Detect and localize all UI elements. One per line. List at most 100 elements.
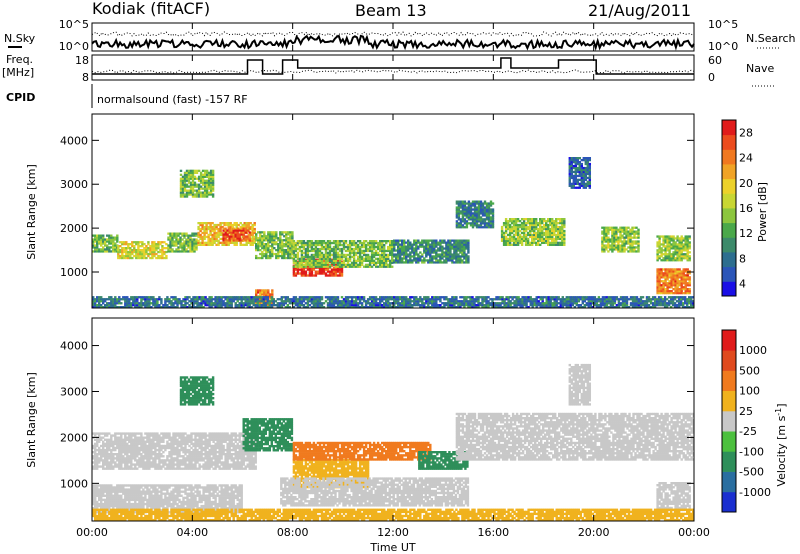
- heatmap-cell: [555, 222, 558, 225]
- heatmap-cell: [211, 187, 215, 190]
- heatmap-cell: [318, 241, 322, 245]
- heatmap-cell: [326, 243, 330, 247]
- heatmap-cell: [463, 251, 466, 254]
- heatmap-cell: [267, 237, 270, 240]
- heatmap-cell: [541, 237, 544, 241]
- heatmap-cell: [183, 185, 187, 188]
- heatmap-cell: [205, 243, 208, 246]
- heatmap-cell: [505, 306, 508, 308]
- heatmap-cell: [676, 280, 679, 283]
- heatmap-cell: [376, 261, 380, 264]
- heatmap-cell: [310, 245, 314, 249]
- heatmap-cell: [197, 177, 201, 180]
- heatmap-cell: [572, 157, 576, 160]
- heatmap-cell: [213, 227, 216, 231]
- heatmap-cell: [263, 235, 266, 238]
- heatmap-cell: [145, 245, 148, 248]
- heatmap-cell: [568, 182, 572, 185]
- heatmap-cell: [605, 228, 608, 231]
- heatmap-cell: [300, 270, 304, 273]
- heatmap-cell: [247, 222, 250, 225]
- heatmap-cell: [189, 250, 192, 253]
- heatmap-cell: [543, 302, 546, 305]
- heatmap-cell: [184, 302, 187, 305]
- heatmap-cell: [334, 302, 338, 305]
- heatmap-cell: [457, 247, 460, 250]
- heatmap-cell: [483, 298, 486, 301]
- heatmap-cell: [415, 304, 418, 307]
- heatmap-cell: [207, 233, 210, 237]
- heatmap-cell: [447, 251, 450, 254]
- heatmap-cell: [98, 296, 101, 299]
- heatmap-cell: [284, 300, 288, 303]
- heatmap-cell: [457, 208, 461, 211]
- heatmap-cell: [318, 296, 322, 299]
- heatmap-cell: [455, 257, 458, 260]
- heatmap-cell: [551, 225, 554, 229]
- heatmap-cell: [240, 296, 243, 299]
- heatmap-cell: [324, 243, 328, 247]
- heatmap-cell: [161, 247, 164, 250]
- heatmap-cell: [680, 241, 683, 244]
- heatmap-cell: [207, 193, 211, 196]
- heatmap-cell: [318, 300, 322, 303]
- heatmap-cell: [658, 249, 661, 252]
- heatmap-cell: [183, 179, 187, 182]
- heatmap-cell: [658, 257, 661, 260]
- heatmap-cell: [625, 230, 628, 233]
- heatmap-cell: [583, 296, 587, 299]
- heatmap-cell: [563, 241, 566, 244]
- heatmap-cell: [465, 304, 468, 307]
- heatmap-cell: [674, 278, 677, 281]
- station-title: Kodiak (fitACF): [92, 0, 210, 18]
- heatmap-cell: [157, 247, 160, 250]
- heatmap-cell: [389, 245, 392, 249]
- heatmap-cell: [324, 247, 328, 251]
- heatmap-cell: [443, 304, 446, 307]
- heatmap-cell: [405, 247, 408, 250]
- heatmap-cell: [465, 212, 469, 215]
- nave-label: Nave: [746, 62, 774, 75]
- heatmap-cell: [328, 304, 332, 307]
- heatmap-cell: [336, 268, 340, 271]
- heatmap-cell: [224, 227, 227, 230]
- heatmap-cell: [459, 245, 462, 248]
- heatmap-cell: [459, 304, 462, 307]
- heatmap-cell: [235, 243, 238, 246]
- heatmap-cell: [269, 231, 272, 234]
- heatmap-cell: [257, 241, 260, 244]
- heatmap-cell: [441, 251, 444, 254]
- heatmap-cell: [364, 247, 368, 251]
- heatmap-cell: [637, 234, 640, 237]
- heatmap-cell: [660, 235, 663, 238]
- heatmap-cell: [280, 304, 284, 307]
- heatmap-cell: [173, 232, 176, 235]
- heatmap-cell: [551, 241, 554, 244]
- heatmap-cell: [533, 235, 536, 239]
- heatmap-cell: [541, 239, 544, 242]
- heatmap-cell: [457, 259, 460, 262]
- heatmap-cell: [193, 244, 196, 247]
- heatmap-cell: [510, 225, 514, 229]
- heatmap-cell: [407, 306, 410, 308]
- heatmap-cell: [229, 225, 232, 229]
- heatmap-cell: [555, 229, 558, 233]
- heatmap-cell: [253, 231, 256, 235]
- heatmap-cell: [151, 243, 154, 246]
- heatmap-cell: [207, 222, 210, 225]
- heatmap-cell: [401, 304, 404, 307]
- heatmap-cell: [561, 233, 564, 237]
- heatmap-cell: [167, 248, 170, 251]
- heatmap-cell: [680, 249, 683, 252]
- heatmap-cell: [501, 306, 504, 308]
- heatmap-cell: [340, 274, 344, 277]
- heatmap-cell: [397, 261, 400, 264]
- heatmap-cell: [273, 231, 276, 234]
- heatmap-cell: [664, 284, 667, 287]
- heatmap-cell: [354, 261, 358, 264]
- heatmap-cell: [435, 253, 438, 256]
- heatmap-cell: [306, 257, 310, 260]
- heatmap-cell: [662, 288, 665, 291]
- heatmap-cell: [666, 272, 669, 275]
- heatmap-cell: [383, 251, 386, 255]
